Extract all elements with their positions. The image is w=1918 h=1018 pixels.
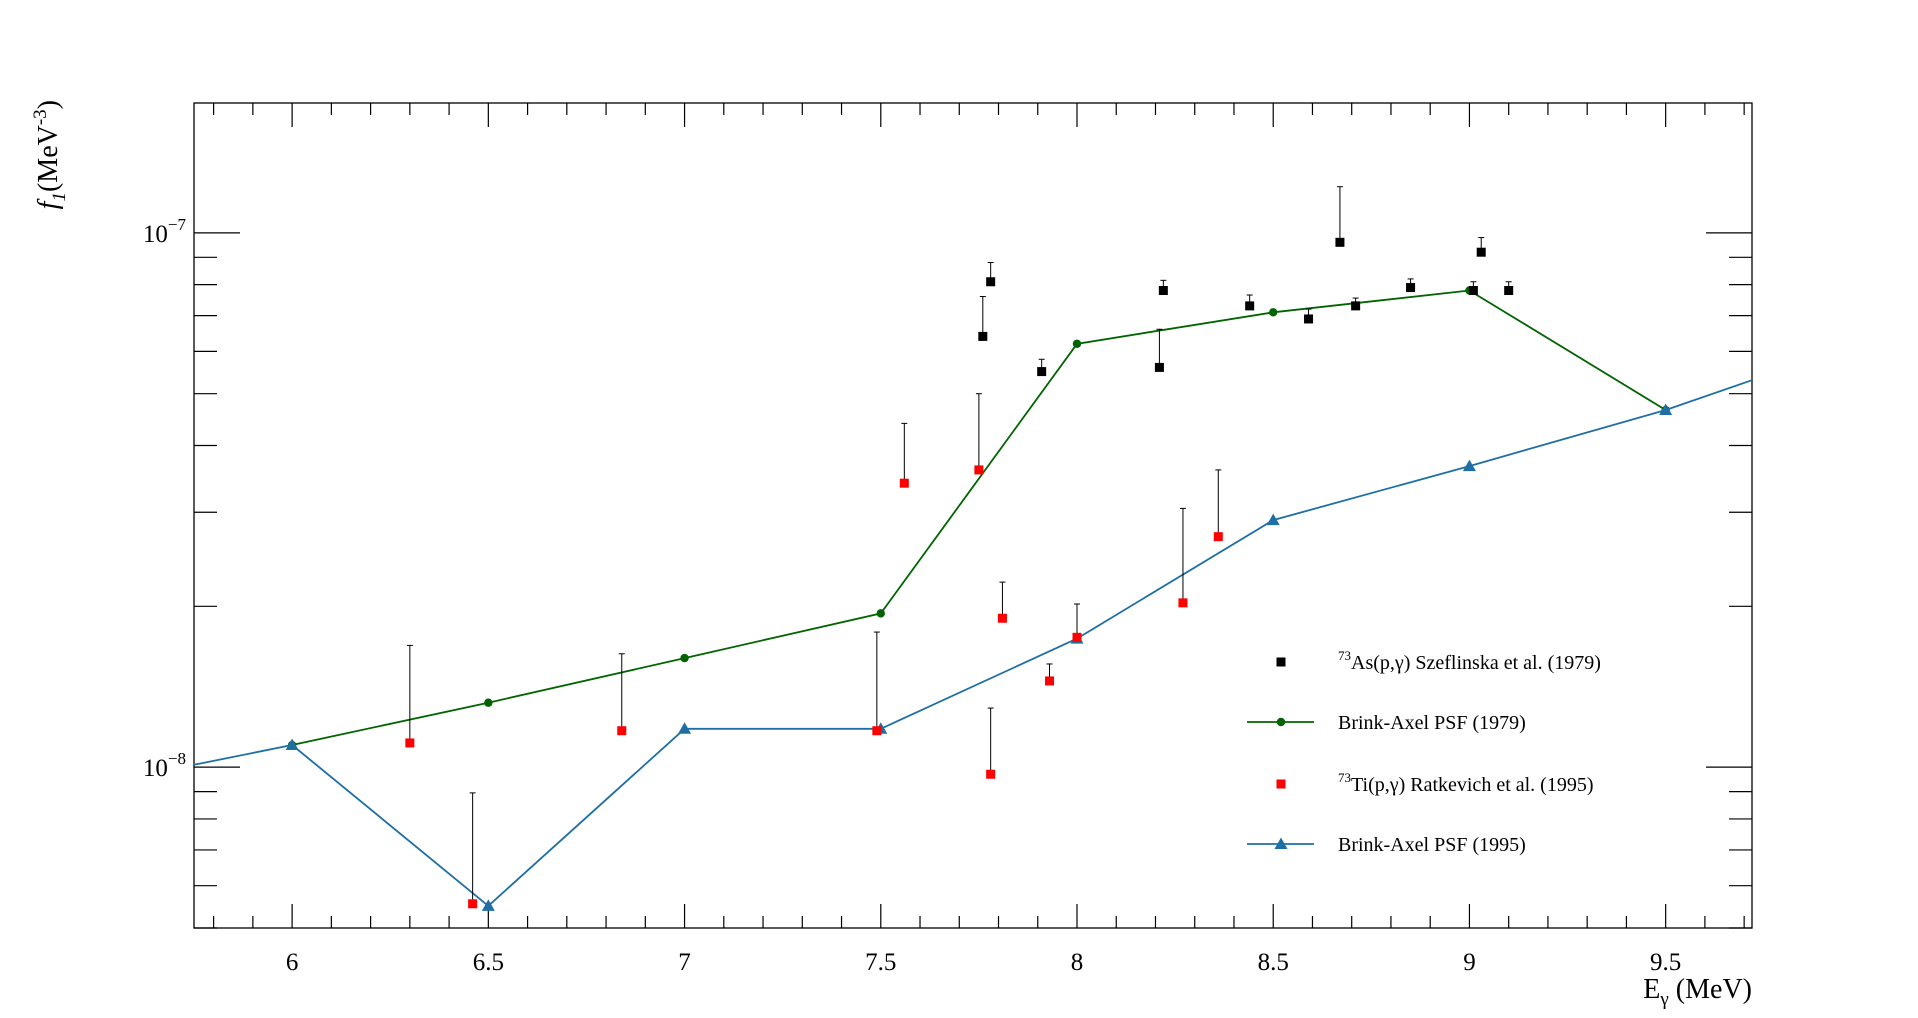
legend-marker [1276, 717, 1286, 727]
x-axis-title: Eγ (MeV) [1643, 974, 1752, 1010]
x-tick-label: 6.5 [473, 949, 504, 976]
line-point-marker [1266, 513, 1280, 526]
series-0 [978, 186, 1514, 377]
series-line [291, 289, 1667, 746]
y-axis-title-close: ) [33, 100, 64, 109]
data-point [1037, 367, 1047, 377]
legend-label: 73Ti(p,γ) Ratkevich et al. (1995) [1338, 770, 1594, 796]
axis-ticks [194, 103, 1752, 929]
series-line [193, 379, 1753, 908]
legend-label: 73As(p,γ) Szeflinska et al. (1979) [1338, 648, 1601, 674]
series-layer [193, 186, 1753, 911]
x-tick-label: 9 [1463, 949, 1476, 976]
y-axis-title-main: f [33, 198, 64, 209]
legend-marker [1274, 837, 1288, 849]
data-point [986, 769, 996, 779]
data-point [1213, 532, 1223, 542]
x-tick-label: 6 [286, 949, 299, 976]
data-point [405, 738, 415, 748]
data-point [974, 465, 984, 475]
y-tick-labels: 10−810−7 [143, 215, 187, 782]
legend-label-sup: 73 [1338, 770, 1351, 785]
legend-label-text: Brink-Axel PSF (1979) [1338, 712, 1526, 734]
legend-marker [1276, 779, 1286, 789]
data-point [1351, 301, 1361, 311]
y-axis-title-rest: (MeV [33, 125, 64, 192]
data-point [1045, 676, 1055, 686]
data-point [1504, 286, 1514, 296]
data-point [997, 613, 1007, 623]
data-point [1476, 247, 1486, 257]
legend-label-text: Ti(p,γ) Ratkevich et al. (1995) [1351, 774, 1594, 796]
line-point-marker [484, 698, 493, 707]
x-axis-title-main: E [1643, 974, 1660, 1005]
line-point-marker [876, 609, 885, 618]
line-point-marker [1462, 459, 1476, 472]
line-point-marker [1269, 308, 1278, 317]
data-point [872, 726, 882, 736]
x-tick-label: 9.5 [1650, 949, 1681, 976]
legend-label-text: Brink-Axel PSF (1995) [1338, 834, 1526, 856]
legend-item: 73As(p,γ) Szeflinska et al. (1979) [1276, 648, 1601, 674]
plot-frame [193, 102, 1753, 929]
data-point [468, 899, 478, 909]
x-axis-title-rest: (MeV) [1669, 974, 1752, 1005]
legend-item: 73Ti(p,γ) Ratkevich et al. (1995) [1276, 770, 1594, 796]
data-point [617, 726, 627, 736]
data-point [1158, 286, 1168, 296]
y-axis-title-sub: 1 [49, 192, 70, 202]
x-tick-label: 7.5 [865, 949, 896, 976]
y-axis-title-sup: -3 [30, 109, 51, 125]
line-point-marker [1659, 403, 1673, 416]
data-point [986, 277, 996, 287]
line-point-marker [680, 653, 689, 663]
line-point-marker [285, 738, 299, 751]
y-tick-label-base: 10 [143, 221, 168, 248]
y-tick-label-exponent: −8 [168, 749, 186, 768]
legend-label-text: As(p,γ) Szeflinska et al. (1979) [1351, 652, 1601, 674]
series-2 [405, 393, 1223, 909]
line-point-marker [481, 899, 495, 911]
x-tick-label: 8.5 [1258, 949, 1289, 976]
data-point [1468, 286, 1478, 296]
y-axis-title: f1(MeV-3) [30, 100, 70, 209]
line-point-marker [1072, 339, 1082, 348]
x-tick-label: 8 [1071, 949, 1084, 976]
y-tick-label: 10−7 [143, 215, 187, 248]
legend-label: Brink-Axel PSF (1979) [1338, 712, 1526, 734]
x-tick-label: 7 [678, 949, 691, 976]
legend-marker [1276, 657, 1286, 667]
y-tick-label-base: 10 [143, 755, 168, 782]
legend-label: Brink-Axel PSF (1995) [1338, 834, 1526, 856]
data-point [1245, 301, 1255, 311]
y-tick-label: 10−8 [143, 749, 186, 782]
data-point [1406, 283, 1416, 293]
data-point [1335, 237, 1345, 247]
data-point [1178, 598, 1188, 608]
x-axis-title-sub: γ [1659, 989, 1668, 1010]
legend: 73As(p,γ) Szeflinska et al. (1979)Brink-… [1247, 648, 1601, 856]
data-point [899, 478, 909, 488]
x-tick-labels: 6 6.5 7 7.5 8 8.5 9 9.5 [286, 949, 1681, 976]
legend-item: Brink-Axel PSF (1979) [1247, 712, 1526, 734]
y-tick-label-exponent: −7 [168, 215, 187, 234]
legend-item: Brink-Axel PSF (1995) [1247, 834, 1526, 856]
line-point-marker [678, 722, 692, 734]
data-point [1304, 314, 1314, 324]
data-point [978, 331, 988, 341]
legend-label-sup: 73 [1338, 648, 1351, 663]
data-point [1072, 632, 1082, 642]
data-point [1154, 362, 1164, 372]
